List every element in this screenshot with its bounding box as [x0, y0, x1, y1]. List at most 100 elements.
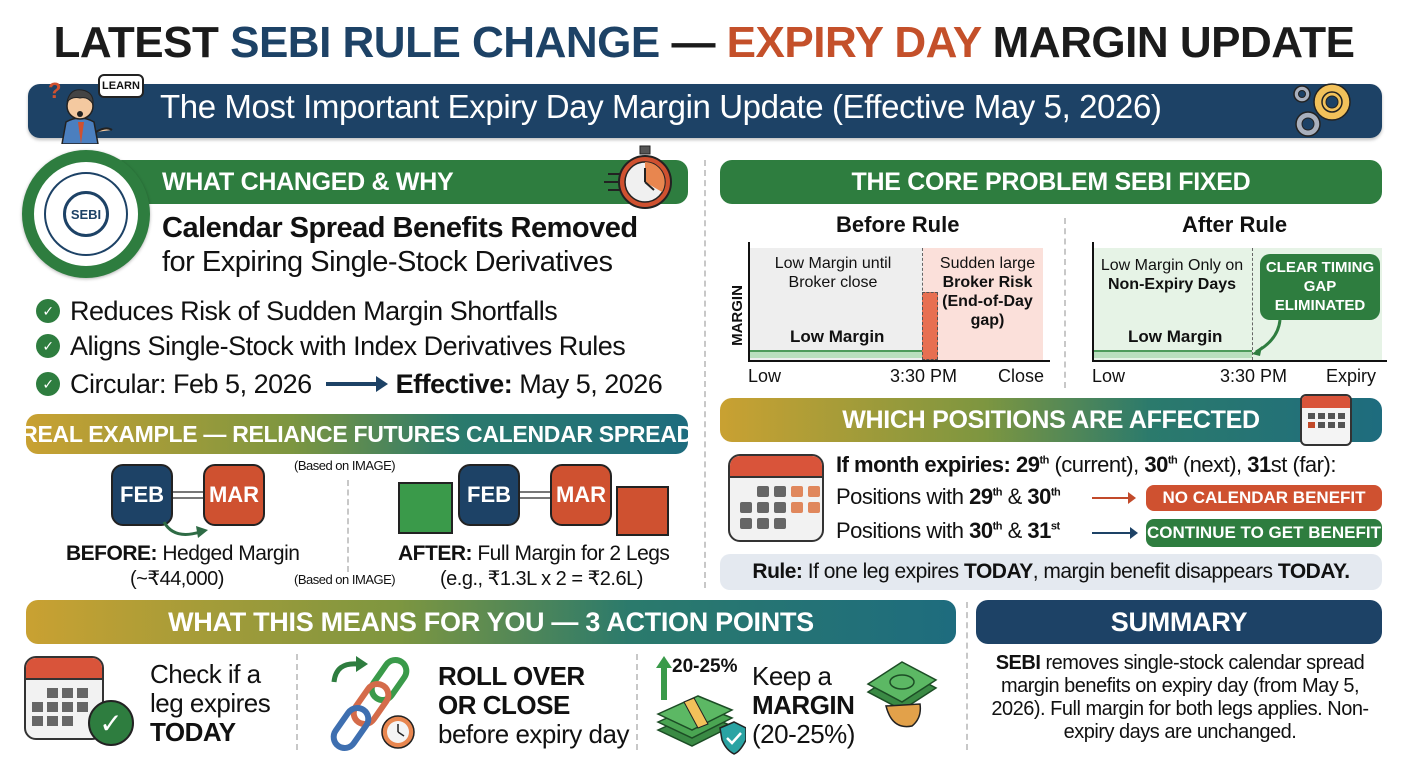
title-part-sebi: SEBI RULE CHANGE	[230, 18, 660, 67]
headline-bold: Calendar Spread Benefits Removed	[162, 212, 638, 244]
action-roll-over: ROLL OVER OR CLOSE before expiry day	[438, 661, 629, 749]
check-icon: ✓	[36, 334, 60, 358]
sebi-logo: SEBI	[22, 150, 150, 278]
headline-sub: for Expiring Single-Stock Derivatives	[162, 246, 613, 278]
after-annotation-left: Low Margin Only on Non-Expiry Days	[1100, 257, 1244, 293]
up-arrow-icon	[656, 656, 672, 700]
subtitle-banner	[28, 84, 1382, 138]
effective-date-text: Effective: May 5, 2026	[395, 368, 663, 399]
main-title: LATEST SEBI RULE CHANGE — EXPIRY DAY MAR…	[0, 18, 1408, 68]
summary-divider	[966, 602, 968, 750]
before-x-axis	[748, 360, 1050, 362]
bullet-item-dates: ✓ Circular: Feb 5, 2026 Effective: May 5…	[36, 364, 663, 404]
before-low-region	[748, 248, 923, 360]
after-x-tick: Expiry	[1326, 366, 1377, 386]
action-check-leg: Check if a leg expires TODAY	[150, 659, 271, 747]
after-y-axis	[1092, 242, 1094, 362]
circular-date-text: Circular: Feb 5, 2026	[70, 368, 312, 399]
red-margin-block-icon	[616, 486, 669, 536]
before-low-margin-bar	[749, 350, 922, 358]
bullet-item: ✓ Reduces Risk of Sudden Margin Shortfal…	[36, 294, 662, 328]
expiry-intro: If month expiries: 29th (current), 30th …	[836, 452, 1336, 477]
check-icon: ✓	[36, 372, 60, 396]
arrow-right-icon	[1092, 527, 1138, 539]
money-stack-shield-icon	[654, 690, 747, 756]
core-problem-heading-text: THE CORE PROBLEM SEBI FIXED	[851, 167, 1251, 196]
green-margin-block-icon	[398, 482, 453, 534]
based-on-note-top: (Based on IMAGE)	[294, 458, 396, 473]
callout-pointer-icon	[1252, 318, 1292, 358]
before-low-margin-label: Low Margin	[790, 327, 885, 346]
confused-person-icon: ?	[40, 70, 150, 145]
before-rule-title: Before Rule	[836, 212, 960, 237]
calendar-icon-small	[1300, 394, 1352, 446]
calendar-icon	[728, 454, 824, 542]
summary-heading: SUMMARY	[976, 600, 1382, 644]
feb-box: FEB	[111, 464, 173, 526]
after-x-tick: Low	[1092, 366, 1126, 386]
actions-heading-text: WHAT THIS MEANS FOR YOU — 3 ACTION POINT…	[168, 606, 814, 637]
title-dash: —	[671, 18, 715, 67]
after-low-margin-label: Low Margin	[1128, 327, 1223, 346]
real-example-heading: REAL EXAMPLE — RELIANCE FUTURES CALENDAR…	[21, 414, 693, 454]
after-rule-title: After Rule	[1182, 212, 1288, 237]
before-margin-spike	[922, 292, 938, 360]
bullet-text: Reduces Risk of Sudden Margin Shortfalls	[70, 295, 558, 326]
learn-speech-bubble: LEARN	[98, 74, 144, 98]
before-y-axis	[748, 242, 750, 362]
before-annotation-left: Low Margin until Broker close	[774, 255, 892, 291]
continue-benefit-badge: CONTINUE TO GET BENEFIT	[1146, 519, 1382, 547]
after-text: AFTER: Full Margin for 2 Legs	[398, 542, 670, 565]
mar-box: MAR	[203, 464, 265, 526]
feb-box-after: FEB	[458, 464, 520, 526]
position-row: Positions with 30th & 31st	[836, 518, 1060, 543]
after-x-tick: 3:30 PM	[1220, 366, 1288, 386]
stopwatch-icon	[600, 142, 680, 212]
action-divider	[296, 654, 298, 750]
before-x-tick: 3:30 PM	[890, 366, 958, 386]
before-risk-region	[923, 248, 1043, 360]
money-wad-icon	[862, 652, 942, 734]
rule-statement: Rule: If one leg expires TODAY, margin b…	[720, 554, 1382, 590]
action-divider	[636, 654, 638, 750]
subtitle-text: The Most Important Expiry Day Margin Upd…	[160, 88, 1162, 125]
chain-link-icon	[520, 491, 550, 499]
chain-link-stopwatch-icon	[316, 652, 426, 756]
positions-heading: WHICH POSITIONS ARE AFFECTED	[720, 398, 1382, 442]
svg-text:?: ?	[48, 78, 61, 103]
after-value: (e.g., ₹1.3L x 2 = ₹2.6L)	[440, 568, 643, 590]
before-text: BEFORE: Hedged Margin	[66, 542, 300, 565]
gears-icon	[1288, 78, 1358, 144]
mar-box-after: MAR	[550, 464, 612, 526]
actions-heading: WHAT THIS MEANS FOR YOU — 3 ACTION POINT…	[26, 600, 956, 644]
position-row: Positions with 29th & 30th	[836, 484, 1061, 509]
summary-heading-text: SUMMARY	[1110, 606, 1248, 637]
real-example-heading-text: REAL EXAMPLE — RELIANCE FUTURES CALENDAR…	[21, 420, 693, 447]
column-divider	[704, 160, 706, 588]
check-icon: ✓	[36, 299, 60, 323]
based-on-note-bottom: (Based on IMAGE)	[294, 572, 396, 587]
arrow-right-icon	[325, 376, 388, 392]
margin-increase-badge: 20-25%	[672, 656, 738, 677]
title-part-margin: MARGIN UPDATE	[992, 18, 1355, 67]
title-part-expiry: EXPIRY DAY	[726, 18, 982, 67]
example-divider	[347, 480, 349, 572]
bullet-text: Aligns Single-Stock with Index Derivativ…	[70, 330, 626, 361]
before-value: (~₹44,000)	[130, 568, 224, 590]
arrow-right-icon	[1092, 492, 1136, 504]
green-check-icon: ✓	[88, 700, 134, 746]
summary-text: SEBI removes single-stock calendar sprea…	[991, 652, 1369, 743]
chain-link-icon	[173, 491, 203, 499]
title-part-latest: LATEST	[53, 18, 219, 67]
before-x-tick: Close	[998, 366, 1045, 386]
bullet-list: ✓ Reduces Risk of Sudden Margin Shortfal…	[36, 294, 663, 404]
after-low-margin-bar	[1093, 350, 1252, 358]
before-annotation-right: Sudden large Broker Risk (End-of-Day gap…	[939, 255, 1036, 329]
core-problem-heading: THE CORE PROBLEM SEBI FIXED	[720, 160, 1382, 204]
bullet-item: ✓ Aligns Single-Stock with Index Derivat…	[36, 329, 662, 363]
what-changed-heading: WHAT CHANGED & WHY	[110, 160, 688, 204]
sebi-logo-text: SEBI	[63, 191, 109, 237]
action-keep-margin: Keep a MARGIN (20-25%)	[752, 661, 855, 749]
positions-heading-text: WHICH POSITIONS ARE AFFECTED	[842, 405, 1260, 434]
chart-divider	[1064, 218, 1066, 388]
